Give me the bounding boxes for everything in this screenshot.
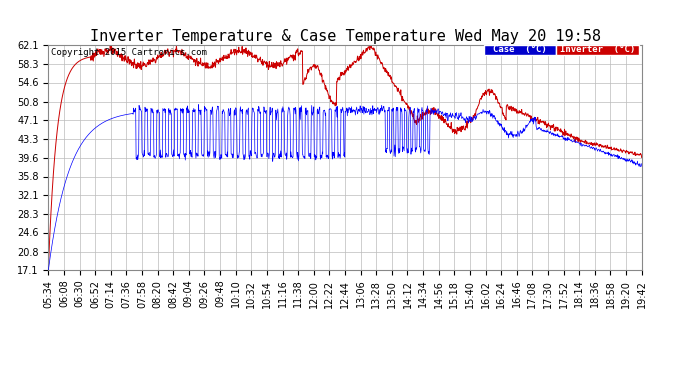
- Text: Copyright 2015 Cartronics.com: Copyright 2015 Cartronics.com: [51, 48, 207, 57]
- Title: Inverter Temperature & Case Temperature Wed May 20 19:58: Inverter Temperature & Case Temperature …: [90, 29, 600, 44]
- Text: Inverter  (°C): Inverter (°C): [560, 45, 635, 54]
- FancyBboxPatch shape: [484, 45, 555, 55]
- Text: Case  (°C): Case (°C): [493, 45, 547, 54]
- FancyBboxPatch shape: [555, 45, 639, 55]
